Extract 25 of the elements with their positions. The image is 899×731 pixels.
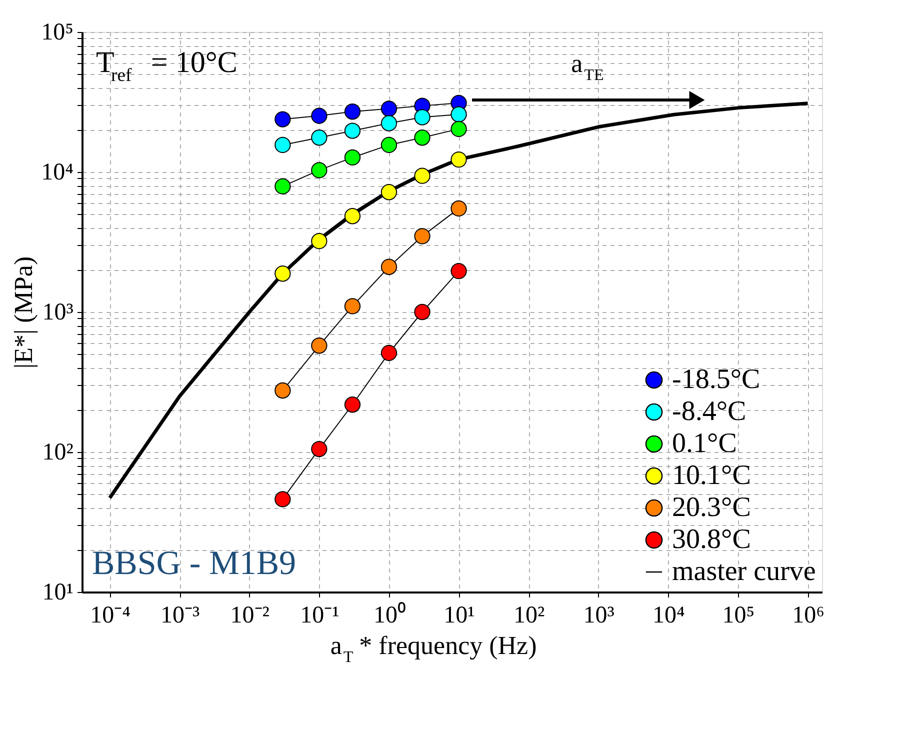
x-tick-label: 10⁻¹ [300,602,340,628]
y-tick-label: 10² [42,440,74,466]
y-axis-title: |E*| (MPa) [9,256,38,369]
x-tick-label: 10² [513,602,545,628]
x-tick-label: 10⁵ [722,602,755,628]
y-tick-label: 10³ [42,300,74,326]
y-tick-label: 10⁵ [41,20,74,46]
legend-label: 20.3°C [672,492,751,523]
x-tick-label: 10⁻⁴ [90,602,130,628]
x-tick-label: 10⁻² [230,602,270,628]
legend-label: -8.4°C [672,396,746,427]
x-tick-label: 10⁰ [373,602,406,628]
x-tick-label: 10⁻³ [160,602,200,628]
legend-label: master curve [672,556,816,587]
x-tick-label: 10⁴ [652,602,685,628]
x-tick-label: 10¹ [444,602,475,628]
x-tick-label: 10⁶ [792,602,824,628]
x-tick-label: 10³ [583,602,614,628]
annotation: BBSG - M1B9 [92,545,296,582]
legend-label: 0.1°C [672,428,737,459]
y-tick-label: 10¹ [42,580,74,606]
legend-label: -18.5°C [672,364,760,395]
legend-label: 30.8°C [672,524,751,555]
legend-label: 10.1°C [672,460,751,491]
y-tick-label: 10⁴ [41,160,74,186]
